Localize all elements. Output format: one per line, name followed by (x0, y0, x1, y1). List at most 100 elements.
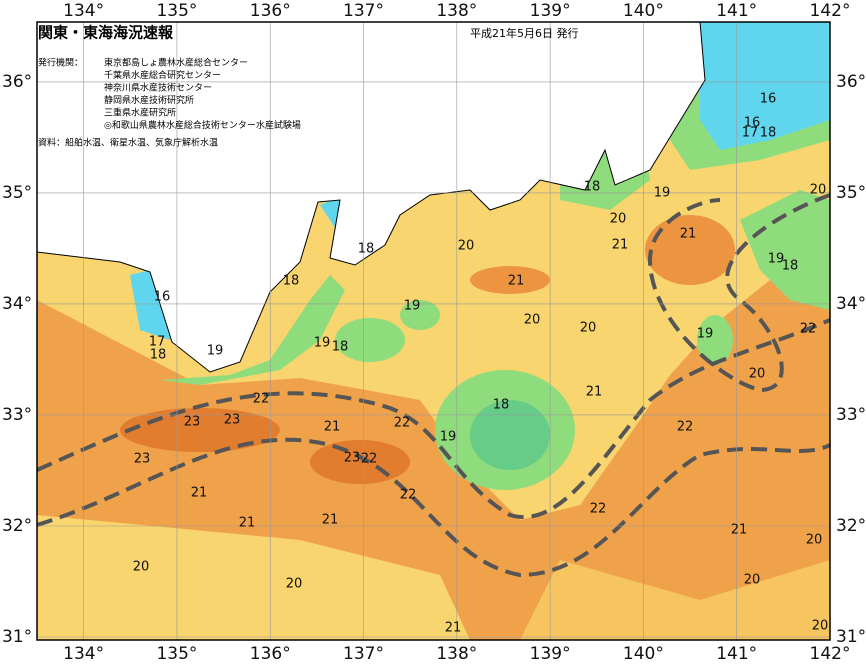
contour-label: 19 (440, 430, 457, 445)
contour-label: 22 (677, 420, 694, 435)
contour-label: 20 (286, 577, 303, 592)
x-tick-label: 142° (810, 644, 851, 664)
x-tick-label: 135° (156, 1, 197, 21)
contour-label: 18 (283, 274, 300, 289)
issuer: 神奈川県水産技術センター (104, 82, 212, 94)
contour-label: 19 (314, 336, 331, 351)
cold-water (400, 300, 440, 330)
source: 資料：船舶水温、衛星水温、気象庁解析水温 (38, 137, 218, 149)
contour-label: 23 (184, 415, 201, 430)
y-tick-label: 36° (836, 72, 866, 92)
x-tick-label: 134° (63, 1, 104, 21)
contour-label: 21 (508, 274, 525, 289)
land (37, 22, 706, 373)
x-tick-label: 141° (716, 1, 757, 21)
cold-water (335, 318, 405, 362)
y-tick-label: 36° (2, 72, 32, 92)
issuer: 千葉県水産総合研究センター (104, 69, 221, 81)
x-tick-label: 139° (530, 644, 571, 664)
kuroshio-axis (37, 318, 830, 519)
contour-label: 16 (154, 290, 171, 305)
contour-label: 18 (150, 348, 167, 363)
kuroshio-axis (37, 437, 830, 578)
y-tick-label: 31° (2, 627, 32, 647)
kuroshio-axis (647, 193, 830, 393)
contour-label: 18 (760, 126, 777, 141)
cool-water (37, 515, 470, 640)
x-tick-label: 138° (436, 644, 477, 664)
x-tick-label: 136° (250, 644, 291, 664)
contour-label: 20 (806, 533, 823, 548)
contour-label: 23 (344, 451, 361, 466)
contour-label: 22 (590, 502, 607, 517)
contour-label: 19 (654, 186, 671, 201)
contour-label: 16 (760, 92, 777, 107)
graticule (37, 22, 831, 640)
contour-label: 22 (253, 392, 270, 407)
y-tick-label: 33° (836, 405, 866, 425)
issuers-label: 発行機関： (38, 57, 83, 69)
contour-label: 23 (134, 452, 151, 467)
x-tick-label: 141° (716, 644, 757, 664)
contour-label: 22 (394, 416, 411, 431)
x-tick-label: 140° (623, 1, 664, 21)
contour-label: 18 (782, 259, 799, 274)
contour-label: 21 (680, 227, 697, 242)
issue-date: 平成21年5月6日 発行 (470, 26, 579, 40)
contour-label: 20 (810, 183, 827, 198)
contour-label: 16 (744, 116, 761, 131)
contour-label: 20 (458, 239, 475, 254)
contour-label: 21 (731, 523, 748, 538)
contour-label: 21 (322, 513, 339, 528)
contour-label: 18 (493, 398, 510, 413)
y-tick-label: 35° (2, 183, 32, 203)
contour-label: 21 (586, 385, 603, 400)
contour-label: 21 (612, 238, 629, 253)
y-tick-label: 33° (2, 405, 32, 425)
contour-label: 19 (768, 252, 785, 267)
y-tick-label: 34° (836, 294, 866, 314)
contour-label: 22 (800, 322, 817, 337)
coldest-water (700, 22, 830, 150)
y-tick-label: 35° (836, 183, 866, 203)
contour-label: 21 (191, 486, 208, 501)
title: 関東・東海海況速報 (38, 24, 174, 42)
cold-water (697, 315, 733, 365)
x-tick-label: 135° (156, 644, 197, 664)
contour-label: 19 (404, 299, 421, 314)
warm-core (470, 266, 550, 294)
y-tick-label: 32° (2, 516, 32, 536)
contour-label: 20 (580, 321, 597, 336)
contour-label: 19 (207, 344, 224, 359)
cold-water (160, 275, 345, 385)
issuers: 東京都島しょ農林水産総合センター千葉県水産総合研究センター神奈川県水産技術センタ… (104, 57, 301, 132)
x-tick-label: 136° (250, 1, 291, 21)
issuer: 三重県水産研究所 (104, 107, 176, 119)
contour-label: 19 (697, 327, 714, 342)
x-tick-label: 137° (343, 1, 384, 21)
cold-water (470, 400, 550, 470)
issuer: 東京都島しょ農林水産総合センター (104, 57, 248, 69)
x-tick-label: 139° (530, 1, 571, 21)
warm-core (645, 215, 735, 285)
y-tick-label: 31° (836, 627, 866, 647)
y-tick-label: 34° (2, 294, 32, 314)
contour-label: 20 (133, 560, 150, 575)
sea-temperature (37, 22, 830, 640)
contour-label: 17 (742, 126, 759, 141)
contour-label: 22 (361, 452, 378, 467)
cool-water (520, 560, 830, 640)
contour-label: 18 (332, 340, 349, 355)
cold-water (740, 190, 830, 310)
x-tick-label: 138° (436, 1, 477, 21)
contour-label: 21 (445, 621, 462, 636)
contour-label: 20 (524, 313, 541, 328)
contour-label: 21 (324, 420, 341, 435)
contour-label: 20 (749, 367, 766, 382)
contour-label: 17 (149, 335, 166, 350)
x-tick-label: 137° (343, 644, 384, 664)
x-tick-label: 140° (623, 644, 664, 664)
contour-label: 22 (400, 488, 417, 503)
